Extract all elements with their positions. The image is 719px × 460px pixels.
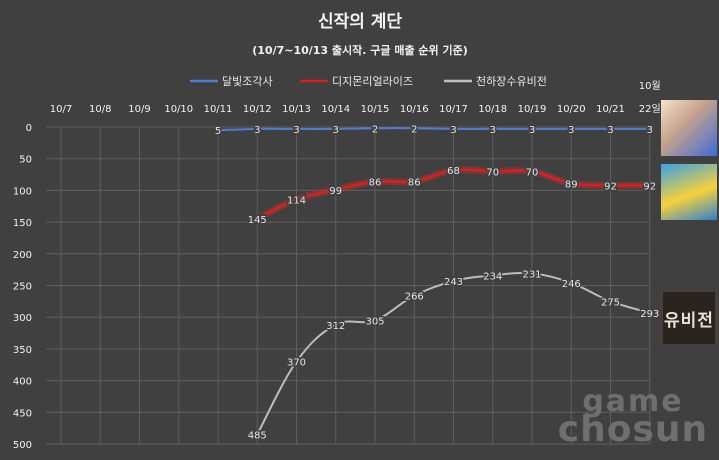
moonlight-sculptor-icon <box>661 100 717 156</box>
x-tick-label: 10/14 <box>321 104 350 115</box>
y-tick-label: 150 <box>13 218 32 229</box>
series-line <box>256 271 651 436</box>
watermark-line2: chosun <box>557 409 709 450</box>
x-tick-label: 10/7 <box>50 104 72 115</box>
data-label: 114 <box>287 195 306 206</box>
y-tick-label: 450 <box>13 408 32 419</box>
data-label: 275 <box>601 297 620 308</box>
x-tick-label: 10/20 <box>557 104 586 115</box>
data-label: 5 <box>215 126 221 137</box>
data-label: 86 <box>408 178 421 189</box>
series-line <box>217 127 651 132</box>
y-tick-label: 50 <box>19 155 32 166</box>
x-tick-label: 10/11 <box>204 104 233 115</box>
watermark: game chosun <box>548 384 718 450</box>
x-tick-label: 10/17 <box>439 104 468 115</box>
data-label: 3 <box>529 125 535 136</box>
data-label: 3 <box>490 125 496 136</box>
y-tick-label: 0 <box>26 123 32 134</box>
grid <box>46 126 651 445</box>
data-label: 3 <box>254 125 260 136</box>
series-1: 5 3 3 3 2 2 3 3 3 3 3 3 <box>213 123 654 139</box>
data-label: 89 <box>565 179 578 190</box>
data-label: 370 <box>287 358 306 369</box>
x-tick-label: 10/19 <box>518 104 547 115</box>
y-tick-label: 350 <box>13 345 32 356</box>
legend: 달빛조각사 디지몬리얼라이즈 천하장수유비전 <box>190 74 547 88</box>
data-label: 231 <box>522 269 541 280</box>
data-label: 99 <box>329 186 342 197</box>
data-label: 246 <box>562 279 581 290</box>
series-layer: 5 3 3 3 2 2 3 3 3 3 3 3 145 114 99 86 86 68 70 70 89 92 92 485 3… <box>213 123 661 443</box>
x-tick-label: 10/13 <box>282 104 311 115</box>
data-label: 70 <box>486 167 499 178</box>
data-label: 234 <box>483 271 502 282</box>
digimon-realize-icon <box>661 164 717 220</box>
x-tick-label: 10/15 <box>361 104 390 115</box>
data-label: 3 <box>568 125 574 136</box>
chart-subtitle: (10/7~10/13 출시작. 구글 매출 순위 기준) <box>252 43 468 57</box>
data-label: 92 <box>604 181 617 192</box>
x-tick-label: 10/8 <box>89 104 111 115</box>
x-tick-label: 10/16 <box>400 104 429 115</box>
yubijeon-logo-icon: 유비전 <box>661 290 717 346</box>
y-tick-label: 500 <box>13 440 32 451</box>
data-label: 3 <box>293 125 299 136</box>
series-2: 145 114 99 86 86 68 70 70 89 92 92 <box>246 165 657 228</box>
data-label: 86 <box>369 178 382 189</box>
x-tick-label: 22일 <box>639 103 661 115</box>
data-label: 266 <box>405 292 424 303</box>
legend-label: 디지몬리얼라이즈 <box>332 74 413 88</box>
x-tick-label: 10/21 <box>596 104 625 115</box>
legend-label: 천하장수유비전 <box>476 74 547 88</box>
y-tick-label: 100 <box>13 186 32 197</box>
x-tick-label: 10/10 <box>164 104 193 115</box>
data-label: 305 <box>365 316 384 327</box>
series-3: 485 370 312 305 266 243 234 231 246 275 293 <box>246 268 661 443</box>
y-tick-label: 200 <box>13 250 32 261</box>
data-label: 68 <box>447 166 460 177</box>
data-label: 2 <box>411 124 417 135</box>
data-label: 70 <box>526 167 539 178</box>
data-label: 243 <box>444 277 463 288</box>
x-axis: 10/7 10/8 10/9 10/10 10/11 10/12 10/13 10/14 10/… <box>50 80 661 115</box>
data-label: 92 <box>643 181 656 192</box>
x-tick-label: 10/18 <box>478 104 507 115</box>
series-line <box>256 168 651 221</box>
x-tick-label: 10/12 <box>243 104 272 115</box>
y-tick-label: 400 <box>13 377 32 388</box>
y-tick-label: 250 <box>13 282 32 293</box>
x-tick-label: 10/9 <box>128 104 150 115</box>
data-label: 3 <box>607 125 613 136</box>
watermark-line1: game <box>582 384 684 419</box>
data-label: 3 <box>647 125 653 136</box>
legend-label: 달빛조각사 <box>222 75 273 88</box>
y-tick-label: 300 <box>13 313 32 324</box>
data-label: 2 <box>372 124 378 135</box>
data-label: 312 <box>326 321 345 332</box>
data-label: 293 <box>640 309 659 320</box>
data-label: 3 <box>450 125 456 136</box>
data-label: 3 <box>333 125 339 136</box>
x-tick-label: 10월 <box>639 80 661 92</box>
data-label: 485 <box>248 430 267 441</box>
data-label: 145 <box>248 215 267 226</box>
chart-title: 신작의 계단 <box>318 12 402 32</box>
y-axis: 0 50 100 150 200 250 300 350 400 450 500 <box>13 123 32 451</box>
